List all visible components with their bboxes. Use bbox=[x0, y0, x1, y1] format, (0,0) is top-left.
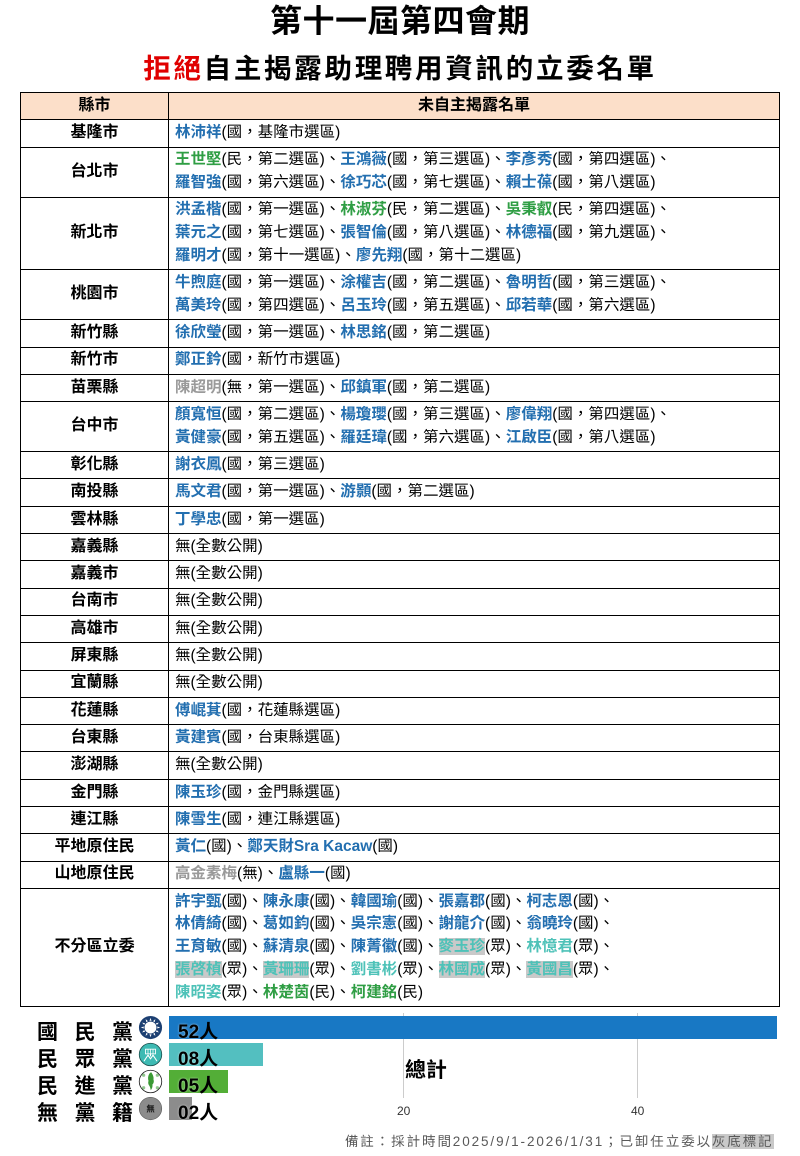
svg-text:無: 無 bbox=[146, 1103, 154, 1113]
